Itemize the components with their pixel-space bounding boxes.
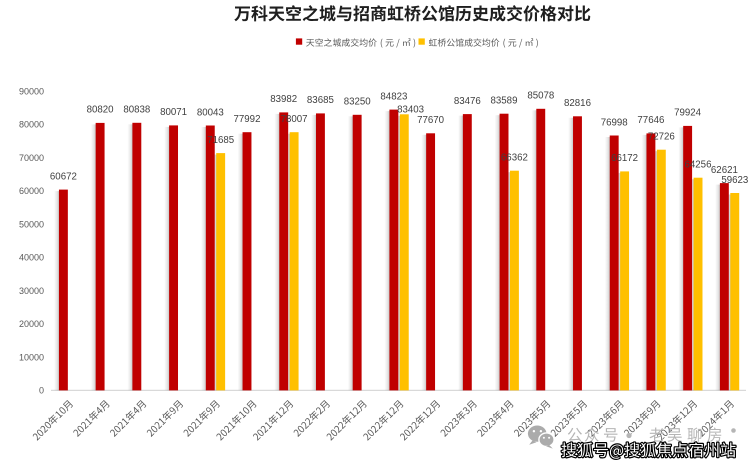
svg-text:84823: 84823 xyxy=(380,91,407,102)
svg-text:80043: 80043 xyxy=(197,107,224,118)
svg-text:78007: 78007 xyxy=(281,114,308,125)
svg-text:77992: 77992 xyxy=(234,114,261,125)
svg-text:60672: 60672 xyxy=(50,171,77,182)
svg-text:30000: 30000 xyxy=(19,286,44,296)
svg-text:20000: 20000 xyxy=(19,319,44,329)
svg-text:83685: 83685 xyxy=(307,95,334,106)
svg-text:77646: 77646 xyxy=(637,115,664,126)
svg-text:40000: 40000 xyxy=(19,253,44,263)
svg-text:80820: 80820 xyxy=(87,105,115,116)
svg-text:82816: 82816 xyxy=(564,98,591,109)
svg-text:83982: 83982 xyxy=(270,94,297,105)
svg-text:62621: 62621 xyxy=(711,165,738,176)
svg-text:80000: 80000 xyxy=(19,120,44,130)
svg-text:83250: 83250 xyxy=(344,97,372,108)
svg-text:77670: 77670 xyxy=(417,115,445,126)
svg-text:85078: 85078 xyxy=(527,91,554,102)
svg-text:10000: 10000 xyxy=(19,352,44,362)
svg-text:79924: 79924 xyxy=(674,108,702,119)
svg-text:76998: 76998 xyxy=(601,117,628,128)
svg-text:50000: 50000 xyxy=(19,219,44,229)
svg-text:60000: 60000 xyxy=(19,186,44,196)
svg-text:83403: 83403 xyxy=(397,105,424,116)
svg-text:72726: 72726 xyxy=(648,132,675,143)
svg-text:0: 0 xyxy=(39,386,44,396)
svg-text:64256: 64256 xyxy=(685,160,712,171)
svg-text:66362: 66362 xyxy=(501,153,528,164)
svg-text:80071: 80071 xyxy=(160,107,187,118)
svg-text:83476: 83476 xyxy=(454,96,481,107)
svg-text:71685: 71685 xyxy=(207,135,234,146)
svg-text:90000: 90000 xyxy=(19,86,44,96)
svg-text:83589: 83589 xyxy=(491,96,518,107)
svg-text:59623: 59623 xyxy=(721,175,748,186)
svg-text:70000: 70000 xyxy=(19,153,44,163)
svg-text:66172: 66172 xyxy=(611,153,638,164)
svg-text:80838: 80838 xyxy=(123,105,150,116)
